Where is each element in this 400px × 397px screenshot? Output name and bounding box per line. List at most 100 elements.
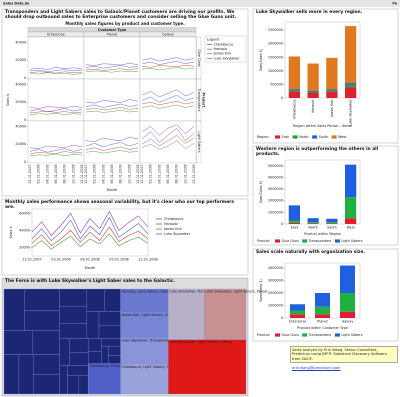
x-tick-label: 04.01.2008 xyxy=(45,165,49,184)
y-tick-label: 60000 xyxy=(19,211,30,215)
note-link[interactable]: erin.wang@predictum.com xyxy=(292,366,341,370)
treemap-cell xyxy=(86,311,100,339)
legend-label: Light Sabers xyxy=(341,239,362,243)
y-tick-label: 2500000 xyxy=(268,28,283,32)
y-axis-label: Sum(Sales $) xyxy=(259,279,263,302)
x-axis-label: Region within Sales Person - Name xyxy=(293,124,352,128)
legend-label: Transponders xyxy=(308,239,332,243)
treemap-cell xyxy=(87,338,102,352)
series-line xyxy=(85,70,139,73)
series-line xyxy=(141,89,195,98)
legend-label: James Kirk xyxy=(213,52,232,56)
x-axis-label: Product within Region xyxy=(304,232,341,236)
series-line xyxy=(141,124,195,136)
legend-label: Chewbacca xyxy=(164,217,183,221)
treemap-cell xyxy=(67,375,79,395)
series-line xyxy=(85,65,139,69)
y-tick-label: 0 xyxy=(281,222,283,226)
bar-segment xyxy=(307,91,319,93)
x-tick-label: Chewbacca xyxy=(292,100,296,119)
bar-segment xyxy=(326,57,338,90)
y-tick-label: 1500000 xyxy=(268,55,283,59)
bar-segment xyxy=(315,306,330,315)
x-tick-label: Galaxy xyxy=(342,320,354,324)
series-line xyxy=(29,144,83,149)
bar-segment xyxy=(288,91,300,98)
series-line xyxy=(85,99,139,104)
series-line xyxy=(29,67,83,70)
bar-segment xyxy=(345,197,357,219)
legend-label: North xyxy=(299,135,308,139)
y-tick-label: 2000000 xyxy=(268,291,283,295)
x-tick-label: 06.01.2008 xyxy=(166,165,170,184)
series-line xyxy=(29,69,83,73)
column-label: Planet xyxy=(107,32,118,36)
series-line xyxy=(85,150,139,154)
panel-frame xyxy=(252,145,399,246)
series-line xyxy=(85,103,139,108)
treemap-cell xyxy=(32,330,60,355)
x-tick-label: James Kirk xyxy=(330,99,334,118)
treemap-cell xyxy=(18,354,34,395)
bar-segment xyxy=(345,164,357,198)
bar-segment xyxy=(307,218,319,223)
treemap-cell xyxy=(101,345,109,364)
y-tick-label: 40000 xyxy=(15,82,26,86)
x-tick-label: East xyxy=(291,226,299,230)
window-bar xyxy=(0,0,400,7)
treemap-cell xyxy=(59,306,87,324)
legend-label: James Kirk xyxy=(163,227,182,231)
window-title: Sales Data.jm xyxy=(3,2,30,6)
y-axis-label: Sum(Sales $) xyxy=(259,48,263,71)
legend-swatch xyxy=(312,135,318,139)
treemap-cell xyxy=(69,352,89,366)
note: Sales analysis by Erin Wang, Senior Cons… xyxy=(290,346,398,364)
treemap-cell xyxy=(108,355,121,364)
y-tick-label: 40000 xyxy=(15,124,26,128)
y-tick-label: 500000 xyxy=(270,82,283,86)
treemap-cell xyxy=(59,365,68,395)
y-axis-label: Sum(Sales $) xyxy=(259,180,263,203)
x-tick-label: West xyxy=(346,226,355,230)
y-tick-label: 0 xyxy=(24,118,26,122)
chart-title: Sales scale naturally with organization … xyxy=(256,250,366,255)
treemap-cell xyxy=(3,354,20,395)
x-tick-label: 10.01.2008 xyxy=(183,165,187,184)
legend-label: Chewbacca xyxy=(214,43,233,47)
chart-title: Transponders and Light Sabers sales to G… xyxy=(5,10,237,21)
series-line xyxy=(29,148,83,153)
x-tick-label: 02.01.2008 xyxy=(37,165,41,184)
chart-title: Monthly sales performance shows seasonal… xyxy=(5,200,234,211)
treemap-cell xyxy=(168,288,205,340)
bar-segment xyxy=(290,314,305,318)
treemap-cell xyxy=(204,288,247,340)
bar-segment xyxy=(288,222,300,224)
treemap-cell xyxy=(69,338,89,353)
x-tick-label: 08.01.2008 xyxy=(63,165,67,184)
series-line xyxy=(141,60,195,65)
x-tick-label: 06.01.2008 xyxy=(110,165,114,184)
y-tick-label: 40000 xyxy=(19,228,30,232)
panel-frame xyxy=(1,8,249,197)
y-tick-label: 2000000 xyxy=(268,199,283,203)
bar-segment xyxy=(288,89,300,90)
treemap-cell xyxy=(24,310,60,331)
x-tick-label: Planet xyxy=(317,320,328,324)
legend-label: East xyxy=(282,135,290,139)
y-tick-label: 4000000 xyxy=(268,266,283,270)
y-tick-label: 0 xyxy=(281,316,283,320)
series-line xyxy=(85,107,139,111)
treemap-cell xyxy=(101,338,121,347)
series-line xyxy=(31,216,149,242)
x-tick-label: 12.01.2008 xyxy=(192,165,196,184)
bar-segment xyxy=(288,89,300,92)
series-line xyxy=(141,67,195,71)
y-tick-label: 20000 xyxy=(15,142,26,146)
panel xyxy=(27,120,85,164)
bar-segment xyxy=(288,220,300,223)
x-tick-label: 12.01.2008 xyxy=(138,258,157,262)
y-tick-label: 0 xyxy=(24,160,26,164)
y-tick-label: 0 xyxy=(24,76,26,80)
legend-label: Hansolo xyxy=(164,222,178,226)
